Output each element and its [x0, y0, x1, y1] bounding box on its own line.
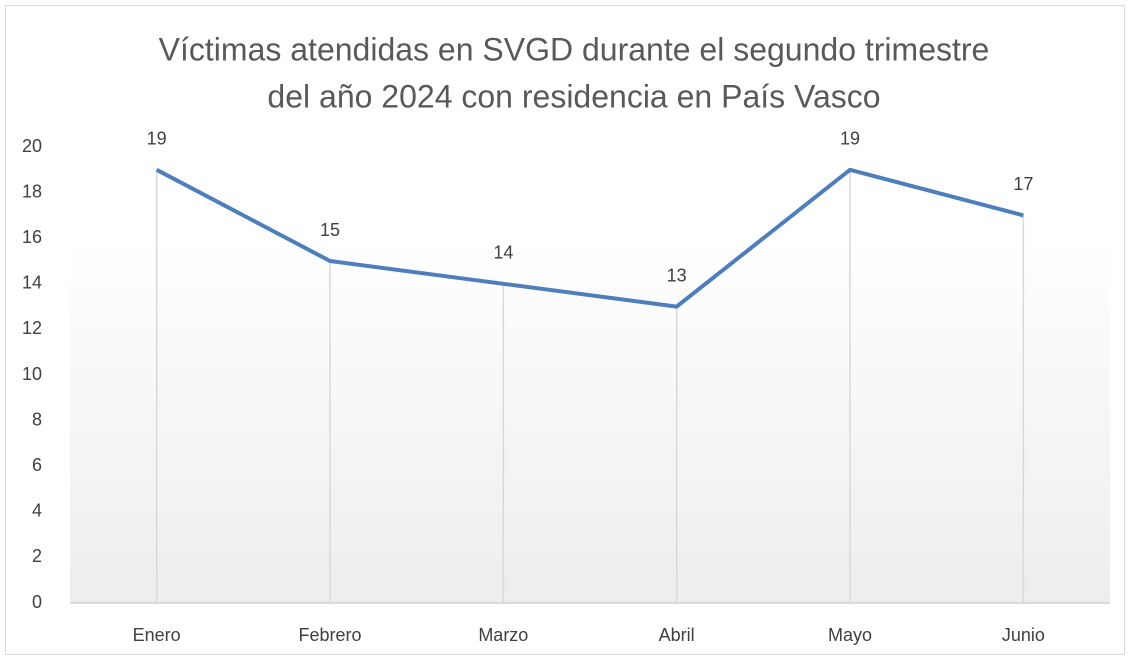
y-tick-label: 12 [22, 318, 42, 338]
y-tick-label: 6 [32, 455, 42, 475]
y-tick-label: 20 [22, 136, 42, 156]
y-tick-label: 4 [32, 501, 42, 521]
y-tick-label: 2 [32, 546, 42, 566]
x-tick-label: Junio [1002, 625, 1045, 645]
x-tick-label: Enero [133, 625, 181, 645]
y-tick-label: 16 [22, 227, 42, 247]
x-tick-label: Febrero [298, 625, 361, 645]
y-tick-label: 0 [32, 592, 42, 612]
chart-title: del año 2024 con residencia en País Vasc… [267, 78, 880, 114]
y-tick-label: 14 [22, 273, 42, 293]
y-tick-label: 8 [32, 409, 42, 429]
data-label: 17 [1013, 174, 1033, 194]
plot-area [70, 147, 1110, 603]
data-label: 14 [493, 243, 513, 263]
x-tick-label: Mayo [828, 625, 872, 645]
data-label: 13 [667, 265, 687, 285]
data-line [155, 167, 1024, 309]
data-label: 15 [320, 220, 340, 240]
x-tick-label: Abril [659, 625, 695, 645]
y-tick-label: 18 [22, 181, 42, 201]
x-tick-label: Marzo [478, 625, 528, 645]
data-label: 19 [840, 129, 860, 149]
chart-title: Víctimas atendidas en SVGD durante el se… [159, 31, 990, 67]
data-label: 19 [147, 129, 167, 149]
y-tick-label: 10 [22, 364, 42, 384]
